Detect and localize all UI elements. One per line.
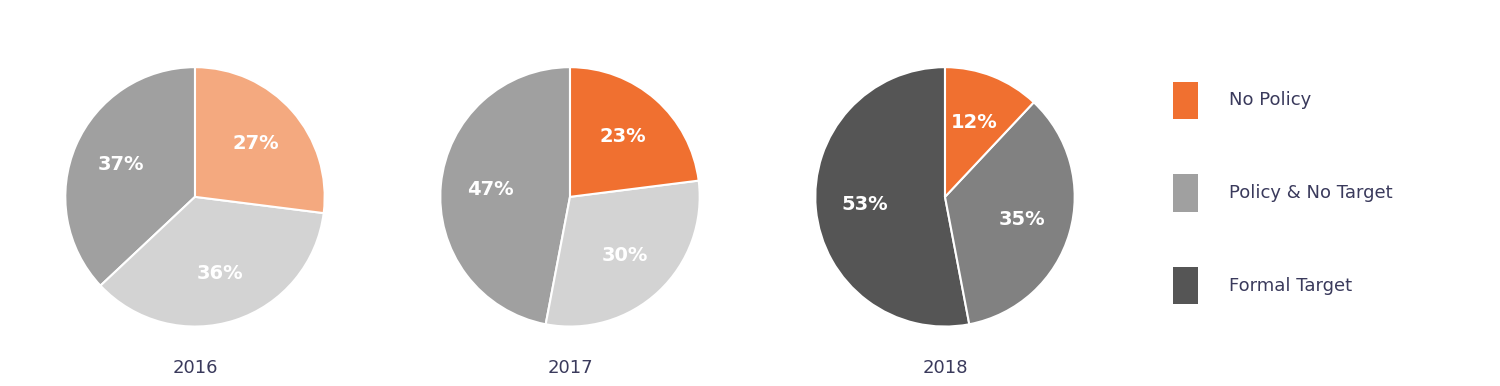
Text: Policy & No Target: Policy & No Target [1230,184,1394,202]
Text: 2016: 2016 [172,359,217,377]
Text: 36%: 36% [196,264,243,283]
Text: Formal Target: Formal Target [1230,277,1353,295]
Wedge shape [195,67,324,213]
Text: 30%: 30% [602,246,648,265]
Text: 35%: 35% [999,210,1045,229]
FancyBboxPatch shape [1173,174,1198,212]
Text: No Policy: No Policy [1230,91,1311,109]
Wedge shape [945,67,1034,197]
Text: 2017: 2017 [548,359,592,377]
Wedge shape [100,197,324,327]
Text: 27%: 27% [232,134,279,153]
Wedge shape [945,102,1074,324]
Text: 23%: 23% [600,127,646,146]
Text: 53%: 53% [842,195,888,214]
Wedge shape [66,67,195,286]
FancyBboxPatch shape [1173,82,1198,119]
FancyBboxPatch shape [1173,267,1198,304]
Text: 37%: 37% [98,156,144,174]
Wedge shape [570,67,699,197]
Wedge shape [546,181,699,327]
Wedge shape [816,67,969,327]
Text: 47%: 47% [466,180,513,199]
Wedge shape [441,67,570,324]
Text: 12%: 12% [951,113,998,132]
Text: 2018: 2018 [922,359,968,377]
